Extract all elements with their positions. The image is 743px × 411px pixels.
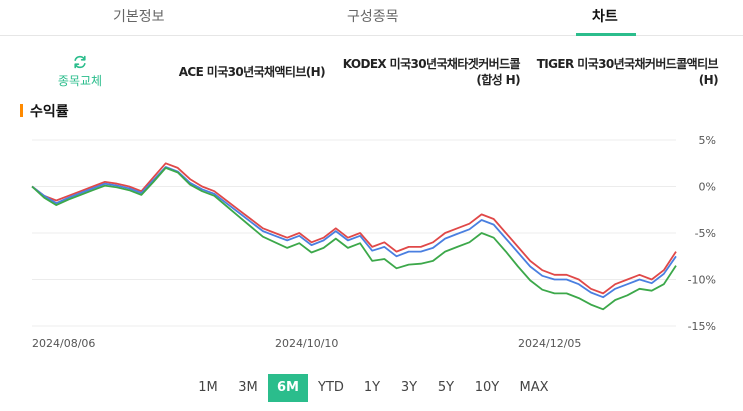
period-ytd-button[interactable]: YTD (318, 380, 344, 395)
period-3m-button[interactable]: 3M (238, 380, 258, 395)
section-accent-bar (20, 104, 23, 117)
y-tick-label: 0% (699, 181, 716, 194)
period-10y-button[interactable]: 10Y (474, 380, 500, 395)
section-title: 수익률 (30, 104, 69, 120)
swap-fund-label: 종목교체 (57, 74, 103, 88)
tab-chart[interactable]: 차트 (592, 9, 618, 25)
x-tick-label: 2024/12/05 (518, 337, 581, 350)
tab-bar: 기본정보 구성종목 차트 (0, 0, 743, 36)
return-chart: 5% 0% -5% -10% -15% 2024/08/06 2024/10/10 2024… (31, 134, 716, 350)
period-1y-button[interactable]: 1Y (363, 380, 381, 395)
period-max-button[interactable]: MAX (519, 380, 549, 395)
refresh-icon (74, 55, 86, 69)
y-tick-label: -15% (688, 320, 716, 333)
period-3y-button[interactable]: 3Y (400, 380, 418, 395)
series-line-0 (31, 162, 677, 295)
series-line-1 (31, 166, 677, 299)
fund-name-tiger: TIGER 미국30년국채커버드콜액티브(H) (536, 57, 719, 87)
period-5y-button[interactable]: 5Y (437, 380, 455, 395)
tab-holdings[interactable]: 구성종목 (347, 9, 399, 25)
fund-name-ace: ACE 미국30년국채액티브(H) (178, 65, 326, 79)
series-line-2 (31, 167, 677, 311)
swap-fund-button[interactable]: 종목교체 (50, 54, 110, 89)
y-tick-label: -5% (695, 227, 716, 240)
tab-basic-info[interactable]: 기본정보 (113, 9, 165, 25)
period-1m-button[interactable]: 1M (198, 380, 218, 395)
period-6m-button[interactable]: 6M (268, 374, 308, 402)
x-tick-label: 2024/10/10 (275, 337, 338, 350)
active-tab-indicator (576, 33, 636, 36)
fund-name-kodex: KODEX 미국30년국채타겟커버드콜(합성 H) (342, 57, 521, 87)
x-tick-label: 2024/08/06 (32, 337, 95, 350)
y-tick-label: 5% (699, 134, 716, 147)
y-tick-label: -10% (688, 274, 716, 287)
